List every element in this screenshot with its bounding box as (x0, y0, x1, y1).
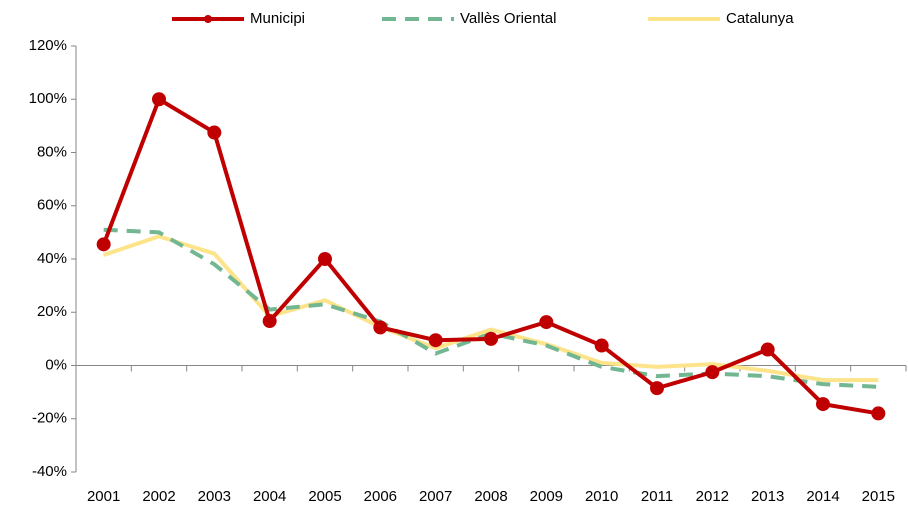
x-tick-label: 2006 (364, 488, 397, 505)
x-tick-label: 2007 (419, 488, 452, 505)
series-line (103, 227, 879, 389)
point (152, 92, 166, 107)
point (262, 314, 277, 329)
x-tick-label: 2002 (142, 488, 175, 505)
point (871, 406, 886, 421)
x-tick-label: 2009 (530, 488, 563, 505)
y-tick-label: 60% (37, 197, 67, 214)
legend-label: Vallès Oriental (460, 10, 556, 27)
x-tick-label: 2010 (585, 488, 618, 505)
y-tick-label: 20% (37, 303, 67, 320)
point (539, 315, 554, 330)
x-tick-label: 2005 (308, 488, 341, 505)
x-tick-label: 2011 (641, 488, 673, 505)
point (760, 342, 775, 357)
point (96, 237, 111, 252)
y-tick-label: 0% (45, 356, 67, 373)
x-tick-label: 2014 (806, 488, 839, 505)
y-tick-label: 80% (37, 143, 67, 160)
point (650, 381, 664, 396)
x-tick-label: 2003 (198, 488, 231, 505)
y-tick-label: 100% (29, 90, 67, 107)
legend-label: Municipi (250, 10, 305, 27)
y-tick-label: -20% (32, 410, 67, 427)
x-tick-label: 2008 (474, 488, 507, 505)
series-line (101, 97, 879, 416)
x-tick-label: 2015 (862, 488, 895, 505)
point (428, 333, 443, 348)
y-tick-label: 120% (29, 37, 67, 54)
legend-marker (204, 15, 212, 23)
point (816, 397, 830, 412)
series-line (103, 234, 879, 383)
legend-label: Catalunya (726, 10, 794, 27)
point (594, 338, 609, 353)
y-tick-label: -40% (32, 463, 67, 480)
point (373, 320, 388, 335)
point (207, 125, 222, 140)
y-tick-label: 40% (37, 250, 67, 267)
point (484, 331, 498, 346)
x-tick-label: 2001 (87, 488, 120, 505)
point (705, 365, 720, 380)
x-tick-label: 2012 (696, 488, 729, 505)
point (318, 252, 332, 266)
x-tick-label: 2013 (751, 488, 784, 505)
x-tick-label: 2004 (253, 488, 286, 505)
